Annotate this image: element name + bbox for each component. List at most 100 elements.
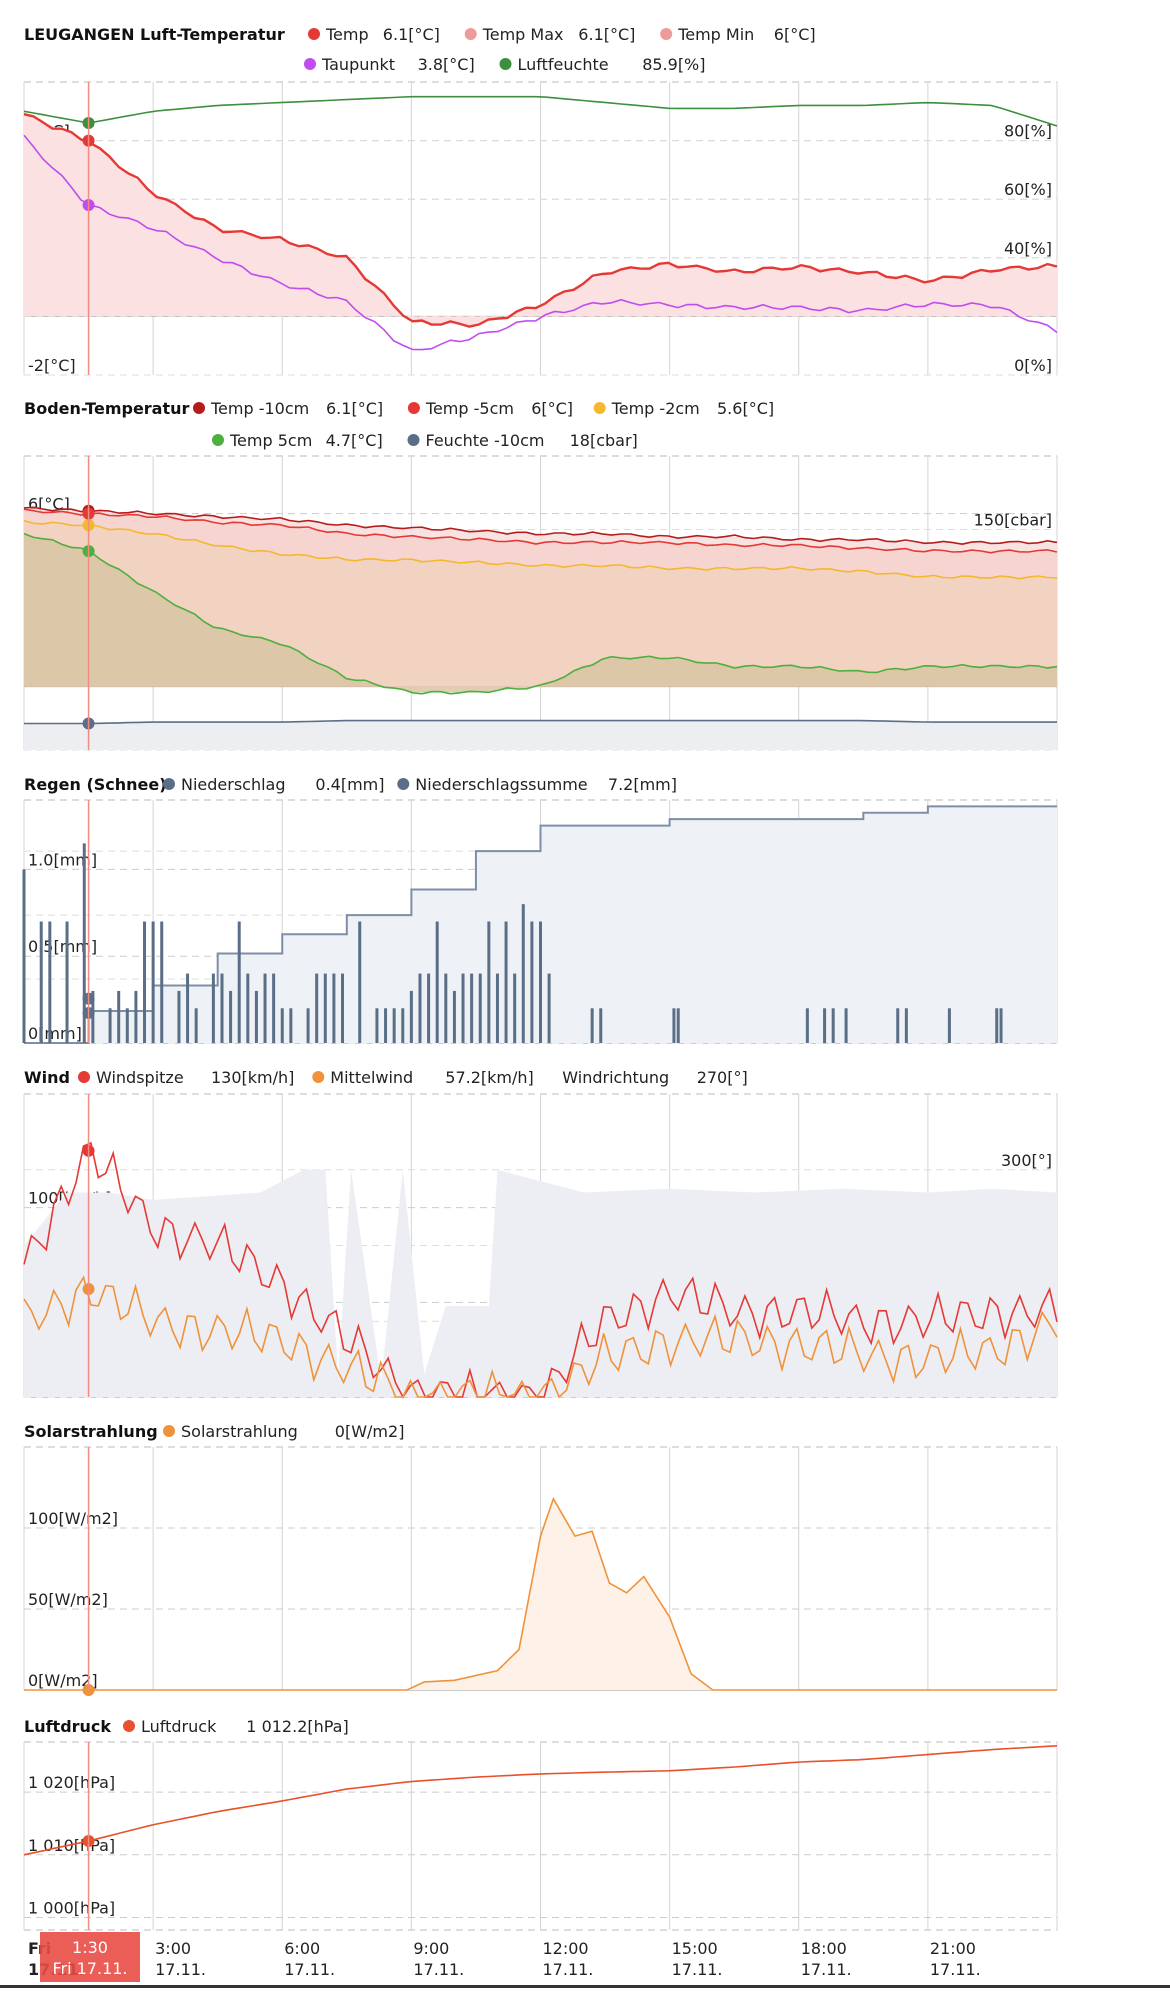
legend-dot [660,28,673,40]
moisture-area [24,720,1057,750]
y-axis-label-right: 150[cbar] [974,511,1052,530]
rain-bar [341,973,345,1043]
rain-bar [306,1008,310,1043]
series-line [23,519,1058,580]
rain-bar [487,921,491,1043]
legend-dot [499,58,512,70]
soil-area [24,533,1057,693]
legend-label: Temp [325,25,369,44]
rain-bar [272,973,276,1043]
rain-bar [995,1008,999,1043]
rain-bar [358,921,362,1043]
x-tick-time: 3:00 [155,1939,191,1958]
rain-bar [160,921,164,1043]
rain-bar [151,921,155,1043]
legend-label: Windspitze [96,1068,184,1087]
y-axis-label-left: 1 000[hPa] [28,1898,115,1917]
rain-bar [461,973,465,1043]
rain-bar [211,973,215,1043]
cursor-badge-date: Fri 17.11. [52,1959,127,1978]
rain-bar [186,973,190,1043]
x-tick-date: 17.11. [284,1960,335,1979]
legend-label: Temp -10cm [210,399,309,418]
legend-dot [304,58,316,70]
x-tick-time: 21:00 [930,1939,976,1958]
series-line [23,95,1058,127]
y-axis-label-left: 1 020[hPa] [28,1773,115,1792]
series-line [23,532,1058,695]
rain-bar [478,973,482,1043]
panel-series [22,805,1057,1044]
legend-value: 57.2[km/h] [445,1068,534,1087]
x-tick-date: 17.11. [155,1960,206,1979]
rain-bar [384,1008,388,1043]
rain-bar [805,1008,809,1043]
legend-dot [193,402,205,414]
legend-label: Windrichtung [562,1068,669,1087]
rain-bar [220,973,224,1043]
y-axis-label-left: -2[°C] [28,356,76,375]
legend-label: Luftdruck [141,1717,217,1736]
y-axis-label-left: 50[W/m2] [28,1590,108,1609]
rain-bar [392,1008,396,1043]
rain-bar [452,990,456,1043]
rain-bar [590,1008,594,1043]
legend-value: 85.9[%] [642,55,705,74]
legend-dot [464,28,477,40]
panel-series [23,504,1058,750]
x-tick-time: 6:00 [284,1939,320,1958]
legend-label: Niederschlag [181,775,286,794]
x-tick-date: 17.11. [543,1960,594,1979]
rain-bar [401,1008,405,1043]
legend-label: Temp -2cm [611,399,700,418]
panel-title: Regen (Schnee) [24,775,167,794]
rain-bar [676,1008,680,1043]
rain-bar [435,921,439,1043]
rain-bar [134,990,138,1043]
legend-dot [593,402,606,414]
rain-bar [409,990,413,1043]
series-line [23,1745,1058,1856]
rain-bar [143,921,147,1043]
rain-bar [427,973,431,1043]
y-axis-label-left: 0.5[mm] [28,937,97,956]
legend-value: 6.1[°C] [326,399,383,418]
legend-dot [78,1071,90,1083]
legend-value: 3.8[°C] [418,55,475,74]
x-tick-time: 9:00 [413,1939,449,1958]
legend-value: 6[°C] [774,25,816,44]
legend-label: Temp -5cm [425,399,514,418]
legend-label: Temp Min [677,25,754,44]
rain-bar [237,921,241,1043]
series-line [23,113,1058,328]
solar-area [24,1498,1057,1690]
y-axis-label-left: 0[W/m2] [28,1671,98,1690]
rain-bar [470,973,474,1043]
series-line [24,1496,1057,1691]
legend-value: 0.4[mm] [315,775,384,794]
rain-bar [125,1008,129,1043]
legend-label: Solarstrahlung [181,1422,298,1441]
rain-bar [495,973,499,1043]
rain-bar [504,921,508,1043]
y-axis-label-right: 40[%] [1004,239,1052,258]
rain-bar [254,990,258,1043]
x-tick-time: 18:00 [801,1939,847,1958]
rain-bar [289,1008,293,1043]
rain-bar [444,973,448,1043]
panel-series [23,95,1058,351]
rain-bar [65,921,69,1043]
rain-bar [280,1008,284,1043]
rain-bar [229,990,233,1043]
legend-value: 5.6[°C] [717,399,774,418]
legend-dot [212,434,224,446]
legend-dot [123,1720,135,1732]
rain-bar [823,1008,827,1043]
series-line [23,134,1058,351]
rain-bar [177,990,181,1043]
legend-value: 270[°] [697,1068,748,1087]
legend-label: Temp 5cm [229,431,312,450]
rain-bar [547,973,551,1043]
rain-bar [539,921,542,1043]
rain-bar [82,843,86,1043]
